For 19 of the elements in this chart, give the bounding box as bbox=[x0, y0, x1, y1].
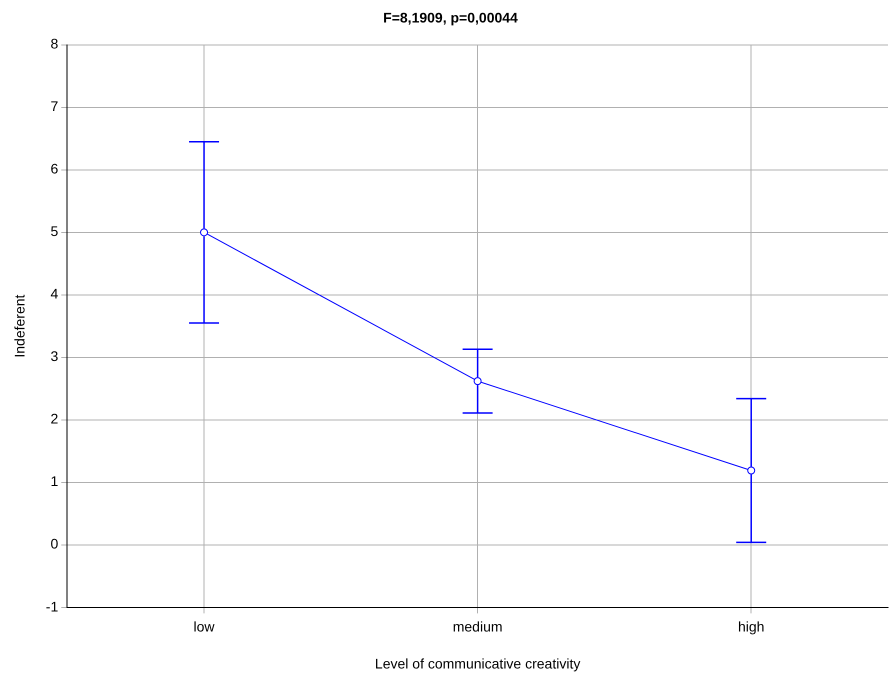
point bbox=[747, 466, 756, 474]
y-tick-label: 6 bbox=[50, 160, 58, 177]
y-tick-label: -1 bbox=[46, 598, 58, 614]
x-tick-label: medium bbox=[452, 618, 503, 635]
y-tick-label: 1 bbox=[50, 473, 58, 490]
y-tick-label: 0 bbox=[50, 536, 58, 552]
y-tick-label: 4 bbox=[50, 286, 58, 302]
y-tick-label: 8 bbox=[50, 36, 58, 52]
x-tick-label: low bbox=[194, 618, 216, 635]
y-tick-label: 2 bbox=[50, 410, 58, 427]
y-tick-label: 5 bbox=[50, 223, 58, 240]
y-axis-title: Indeferent bbox=[11, 294, 28, 358]
x-axis-title: Level of communicative creativity bbox=[374, 655, 580, 672]
point bbox=[474, 377, 482, 386]
y-tick-label: 7 bbox=[50, 98, 58, 114]
chart-title: F=8,1909, p=0,00044 bbox=[383, 9, 518, 26]
y-tick-label: 3 bbox=[50, 348, 58, 364]
point bbox=[200, 228, 208, 236]
x-tick-label: high bbox=[738, 618, 764, 635]
